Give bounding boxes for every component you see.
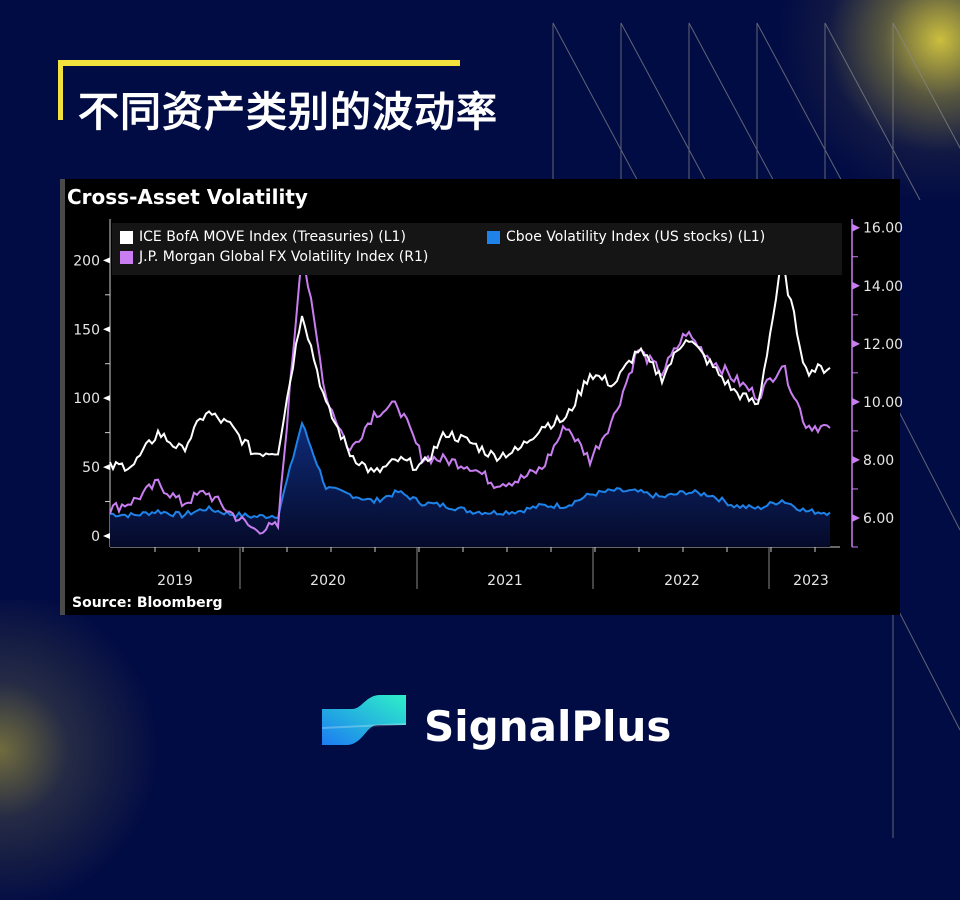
legend-label: J.P. Morgan Global FX Volatility Index (… [139, 249, 429, 265]
legend-swatch-purple [120, 250, 133, 264]
chart-title: Cross-Asset Volatility [67, 185, 308, 209]
legend-item-fx-vol: J.P. Morgan Global FX Volatility Index (… [120, 249, 428, 265]
svg-text:14.00: 14.00 [863, 279, 903, 295]
svg-text:100: 100 [73, 391, 100, 407]
svg-text:2019: 2019 [157, 573, 193, 589]
chart-plot: 200 150 100 50 0 16.00 14.00 12.00 10.00 8.00 6.00… [73, 219, 903, 589]
chart-source: Source: Bloomberg [72, 595, 223, 611]
legend-item-move: ICE BofA MOVE Index (Treasuries) (L1) [120, 229, 406, 245]
svg-text:6.00: 6.00 [863, 511, 894, 527]
title-accent-bar-top [58, 60, 460, 66]
svg-text:2021: 2021 [487, 573, 523, 589]
svg-text:12.00: 12.00 [863, 337, 903, 353]
svg-text:200: 200 [73, 253, 100, 269]
svg-text:2020: 2020 [310, 573, 346, 589]
title-accent-bar-left [58, 60, 63, 120]
legend-item-vix: Cboe Volatility Index (US stocks) (L1) [487, 229, 765, 245]
legend-swatch-white [120, 230, 133, 244]
svg-text:8.00: 8.00 [863, 453, 894, 469]
svg-text:10.00: 10.00 [863, 395, 903, 411]
page-title: 不同资产类别的波动率 [78, 88, 498, 136]
svg-text:0: 0 [91, 529, 100, 545]
svg-text:2023: 2023 [793, 573, 829, 589]
legend-label: ICE BofA MOVE Index (Treasuries) (L1) [139, 229, 406, 245]
svg-text:16.00: 16.00 [863, 221, 903, 237]
svg-text:50: 50 [82, 460, 100, 476]
signalplus-logo-icon [322, 695, 406, 745]
brand-logo: SignalPlus [322, 695, 671, 757]
svg-text:2022: 2022 [664, 573, 700, 589]
legend-swatch-blue [487, 230, 500, 244]
chart-card: Cross-Asset Volatility 200 150 100 50 0 16.00… [60, 179, 903, 615]
brand-name: SignalPlus [424, 701, 672, 751]
legend-label: Cboe Volatility Index (US stocks) (L1) [506, 229, 766, 245]
background-glow-top-right [780, 0, 960, 200]
chart-legend: ICE BofA MOVE Index (Treasuries) (L1) Cb… [112, 223, 842, 275]
svg-text:150: 150 [73, 322, 100, 338]
